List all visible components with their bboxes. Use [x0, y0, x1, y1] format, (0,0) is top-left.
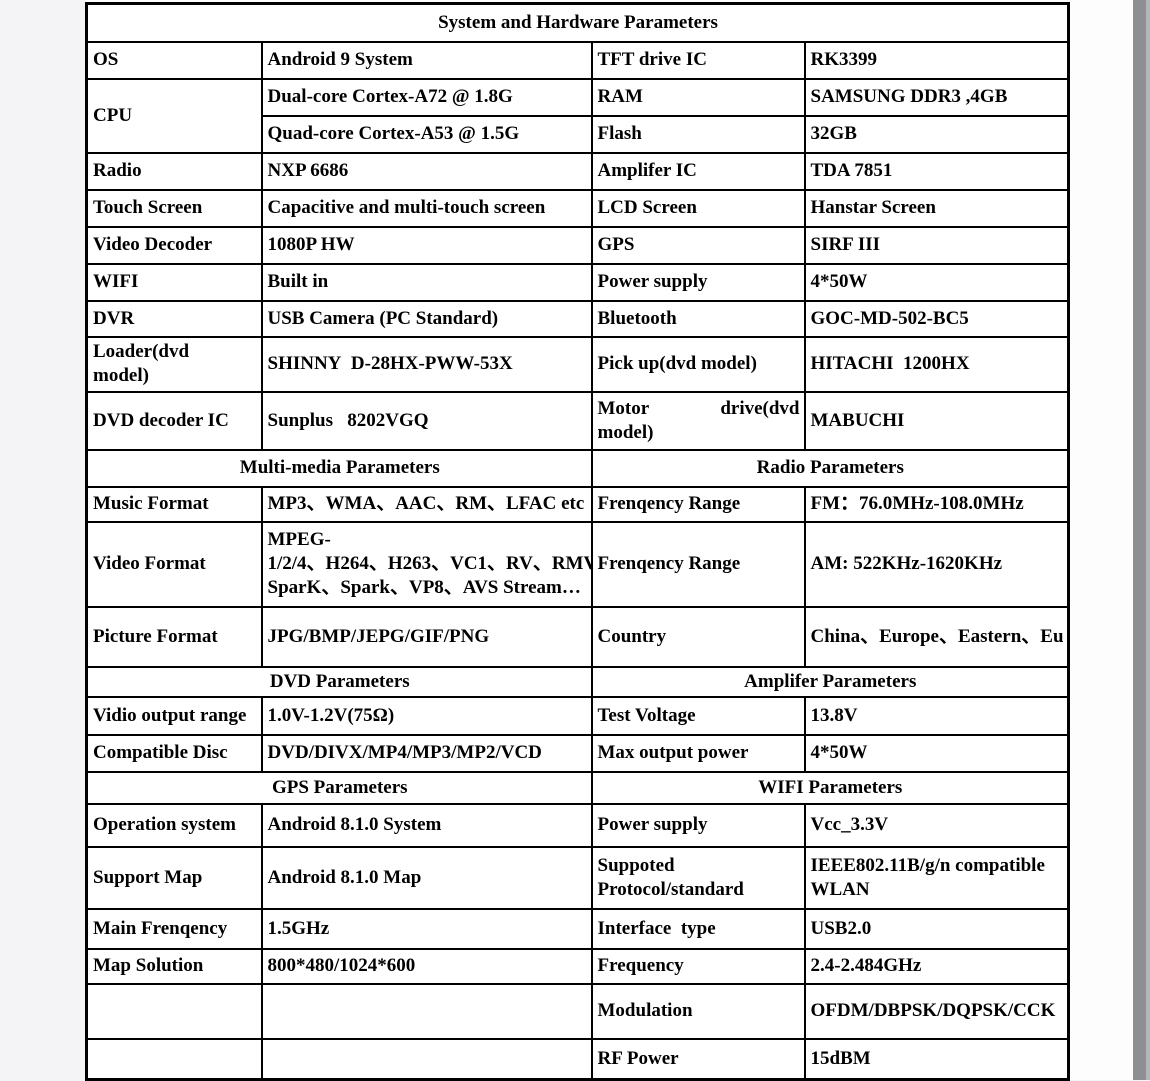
- spec-label: Touch Screen: [85, 188, 263, 228]
- spec-label: Frequency: [590, 947, 806, 985]
- spec-label: Loader(dvd model): [85, 335, 263, 393]
- spec-label: Video Format: [85, 520, 263, 608]
- spec-label: Interface type: [590, 907, 806, 950]
- spec-label: Operation system: [85, 802, 263, 848]
- spec-label: Max output power: [590, 733, 806, 773]
- spec-label: Compatible Disc: [85, 733, 263, 773]
- section-header-dvd: DVD Parameters: [85, 665, 593, 698]
- spec-value: OFDM/DBPSK/DQPSK/CCK: [803, 982, 1070, 1040]
- spec-value: Android 8.1.0 Map: [260, 845, 593, 910]
- window-edge: [1146, 0, 1150, 1080]
- spec-value: GOC-MD-502-BC5: [803, 299, 1070, 338]
- spec-label: Amplifer IC: [590, 151, 806, 191]
- section-header-radio: Radio Parameters: [590, 448, 1070, 488]
- spec-label: Power supply: [590, 262, 806, 302]
- spec-label: TFT drive IC: [590, 40, 806, 80]
- spec-label: GPS: [590, 225, 806, 265]
- section-header-multimedia: Multi-media Parameters: [85, 448, 593, 488]
- spec-value: SAMSUNG DDR3 ,4GB: [803, 77, 1070, 117]
- spec-value: 1080P HW: [260, 225, 593, 265]
- spec-label: Support Map: [85, 845, 263, 910]
- spec-label: Power supply: [590, 802, 806, 848]
- spec-value: Quad-core Cortex-A53 @ 1.5G: [260, 114, 593, 154]
- spec-label: Modulation: [590, 982, 806, 1040]
- spec-value: Built in: [260, 262, 593, 302]
- section-header-wifi: WIFI Parameters: [590, 770, 1070, 805]
- empty-cell: [260, 1037, 593, 1081]
- spec-value: USB2.0: [803, 907, 1070, 950]
- spec-label: Test Voltage: [590, 695, 806, 736]
- spec-label: Music Format: [85, 485, 263, 523]
- spec-label: Video Decoder: [85, 225, 263, 265]
- spec-label: Vidio output range: [85, 695, 263, 736]
- spec-label: RF Power: [590, 1037, 806, 1081]
- empty-cell: [85, 1037, 263, 1081]
- spec-label: Suppoted Protocol/standard: [590, 845, 806, 910]
- spec-value: FM：76.0MHz-108.0MHz: [803, 485, 1070, 523]
- spec-value: Android 9 System: [260, 40, 593, 80]
- spec-label: Main Frenqency: [85, 907, 263, 950]
- spec-value: 800*480/1024*600: [260, 947, 593, 985]
- spec-value: 15dBM: [803, 1037, 1070, 1081]
- spec-label: WIFI: [85, 262, 263, 302]
- spec-value: Android 8.1.0 System: [260, 802, 593, 848]
- spec-label: LCD Screen: [590, 188, 806, 228]
- spec-value: IEEE802.11B/g/n compatible WLAN: [803, 845, 1070, 910]
- spec-label: CPU: [85, 77, 263, 154]
- scrollbar[interactable]: [1133, 0, 1146, 1080]
- spec-label: Frenqency Range: [590, 485, 806, 523]
- spec-value: HITACHI 1200HX: [803, 335, 1070, 393]
- spec-label: Frenqency Range: [590, 520, 806, 608]
- spec-value: 4*50W: [803, 262, 1070, 302]
- spec-label: DVD decoder IC: [85, 390, 263, 451]
- spec-value: 13.8V: [803, 695, 1070, 736]
- spec-value: 1.0V-1.2V(75Ω): [260, 695, 593, 736]
- spec-value: DVD/DIVX/MP4/MP3/MP2/VCD: [260, 733, 593, 773]
- spec-value: SHINNY D-28HX-PWW-53X: [260, 335, 593, 393]
- spec-value: NXP 6686: [260, 151, 593, 191]
- spec-label: Flash: [590, 114, 806, 154]
- spec-label: Pick up(dvd model): [590, 335, 806, 393]
- spec-value: 4*50W: [803, 733, 1070, 773]
- spec-value: TDA 7851: [803, 151, 1070, 191]
- spec-value: Dual-core Cortex-A72 @ 1.8G: [260, 77, 593, 117]
- spec-value: JPG/BMP/JEPG/GIF/PNG: [260, 605, 593, 668]
- spec-value: 32GB: [803, 114, 1070, 154]
- spec-label: Picture Format: [85, 605, 263, 668]
- spec-label: Country: [590, 605, 806, 668]
- empty-cell: [260, 982, 593, 1040]
- spec-value: AM: 522KHz-1620KHz: [803, 520, 1070, 608]
- spec-value: Sunplus 8202VGQ: [260, 390, 593, 451]
- spec-table: System and Hardware Parameters OS Androi…: [85, 2, 1071, 1081]
- spec-label: Radio: [85, 151, 263, 191]
- empty-cell: [85, 982, 263, 1040]
- spec-value: USB Camera (PC Standard): [260, 299, 593, 338]
- spec-value: MABUCHI: [803, 390, 1070, 451]
- spec-label: DVR: [85, 299, 263, 338]
- spec-label: Motor drive(dvd model): [590, 390, 806, 451]
- spec-value: SIRF III: [803, 225, 1070, 265]
- spec-label: OS: [85, 40, 263, 80]
- spec-value: 1.5GHz: [260, 907, 593, 950]
- spec-label: Bluetooth: [590, 299, 806, 338]
- spec-value: 2.4-2.484GHz: [803, 947, 1070, 985]
- spec-value: MPEG- 1/2/4、H264、H263、VC1、RV、RMVB SparK、…: [260, 520, 593, 608]
- table-title: System and Hardware Parameters: [85, 2, 1070, 43]
- spec-value: Vcc_3.3V: [803, 802, 1070, 848]
- spec-value: Hanstar Screen: [803, 188, 1070, 228]
- spec-value: MP3、WMA、AAC、RM、LFAC etc: [260, 485, 593, 523]
- spec-value: RK3399: [803, 40, 1070, 80]
- spec-label: Map Solution: [85, 947, 263, 985]
- spec-value: Capacitive and multi-touch screen: [260, 188, 593, 228]
- spec-value: China、Europe、Eastern、Eu: [803, 605, 1070, 668]
- section-header-amplifer: Amplifer Parameters: [590, 665, 1070, 698]
- spec-label: RAM: [590, 77, 806, 117]
- section-header-gps: GPS Parameters: [85, 770, 593, 805]
